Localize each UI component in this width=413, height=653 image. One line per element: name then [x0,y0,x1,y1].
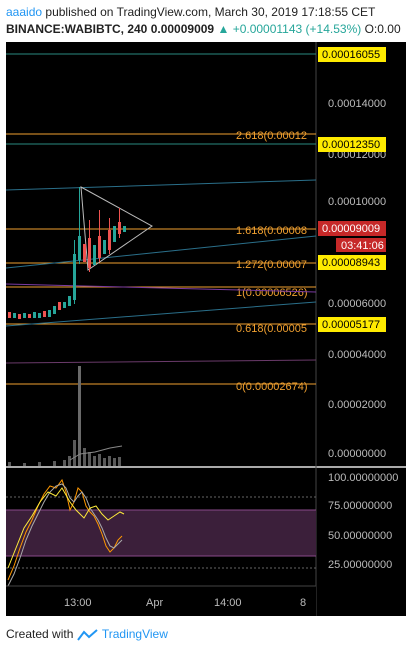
candle [103,240,106,254]
candle [23,313,26,318]
candle [93,245,96,265]
price-axis[interactable] [316,42,406,466]
fib-label-2618: 2.618(0.00012 [236,130,307,142]
created-with-text: Created with [6,627,74,641]
rsi-band [6,510,316,556]
stoch-line-d [7,483,123,587]
candle [123,226,126,232]
fib-label-0618: 0.618(0.00005 [236,323,307,335]
channel-top[interactable] [5,179,317,191]
price-badges: 0.00016055 0.00012350 0.00009009 03:41:0… [318,47,386,332]
badge-top-level [318,47,386,62]
price-tick: 0.00004000 [328,349,386,361]
time-tick: 14:00 [214,597,242,609]
badge-last-price-text: 0.00009009 [322,223,380,235]
badge-lower-level-text: 0.00008943 [322,257,380,269]
price-change: +0.00001143 (+14.53%) [232,22,362,36]
fib-levels[interactable]: 2.618(0.00012 1.618(0.00008 1.272(0.0000… [6,130,316,393]
candle [33,312,36,318]
ohlc-prefix: O:0.00 [364,22,401,36]
triangle-pattern[interactable] [80,186,153,271]
time-axis[interactable] [6,586,316,616]
footer: Created with TradingView [6,627,168,642]
chart-canvas[interactable]: 2.618(0.00012 1.618(0.00008 1.272(0.0000… [0,40,413,620]
price-tick: 0.00006000 [328,298,386,310]
fib-label-1618: 1.618(0.00008 [236,225,307,237]
time-tick: Apr [146,597,163,609]
price-tick: 0.00014000 [328,98,386,110]
badge-top-level-text: 0.00016055 [322,49,380,61]
tradingview-brand-link[interactable]: TradingView [101,627,168,641]
symbol-label[interactable]: BINANCE:WABIBTC, 240 [6,22,148,36]
tradingview-logo-icon [76,629,98,641]
time-tick: 13:00 [64,597,92,609]
price-pane[interactable] [6,42,316,466]
candle [8,312,11,318]
fib-label-1: 1(0.00006526) [236,287,308,299]
publish-line: aaaido published on TradingView.com, Mar… [6,5,375,19]
candles [8,187,126,319]
candle [28,314,31,318]
candle [63,302,66,308]
fib-label-1272: 1.272(0.00007 [236,259,307,271]
channel-bottom[interactable] [5,301,317,327]
badge-support-level [318,317,386,332]
badge-upper-level [318,137,386,152]
candle [113,226,116,242]
price-tick: 0.00002000 [328,399,386,411]
purple-line [5,359,317,364]
fib-label-0: 0(0.00002674) [236,381,308,393]
candle [43,311,46,317]
candle [38,313,41,318]
candle [13,313,16,318]
violet-line [5,283,317,293]
price-tick: 0.00010000 [328,196,386,208]
last-price-label: 0.00009009 [150,22,215,36]
candle [48,310,51,317]
time-tick: 8 [300,597,306,609]
symbol-line: BINANCE:WABIBTC, 240 0.00009009 ▲ +0.000… [6,22,401,36]
price-tick: 0.00000000 [328,448,386,460]
candle [18,314,21,319]
price-ticks: 0.00014000 0.00012000 0.00010000 0.00006… [328,98,386,460]
candle [83,244,86,262]
author-link[interactable]: aaaido [6,5,43,19]
candle [58,302,61,310]
chart-header: aaaido published on TradingView.com, Mar… [0,0,413,40]
badge-countdown-text: 03:41:06 [341,240,384,252]
candle [53,306,56,314]
rsi-ticks: 100.00000000 75.00000000 50.00000000 25.… [328,472,398,571]
rsi-tick: 50.00000000 [328,530,392,542]
rsi-tick: 100.00000000 [328,472,398,484]
badge-last-price [318,221,386,236]
time-ticks: 13:00 Apr 14:00 8 [64,597,306,609]
badge-lower-level [318,255,386,270]
rsi-axis[interactable] [316,468,406,616]
badge-upper-level-text: 0.00012350 [322,139,380,151]
channel-mid[interactable] [5,235,317,269]
badge-countdown [336,238,386,252]
rsi-tick: 25.00000000 [328,559,392,571]
published-text: published on TradingView.com, March 30, … [45,5,376,19]
rsi-line [7,487,125,569]
candle [68,296,71,306]
up-arrow-icon: ▲ [217,22,230,36]
rsi-tick: 75.00000000 [328,500,392,512]
volume-bars [8,366,123,466]
badge-support-level-text: 0.00005177 [322,319,380,331]
